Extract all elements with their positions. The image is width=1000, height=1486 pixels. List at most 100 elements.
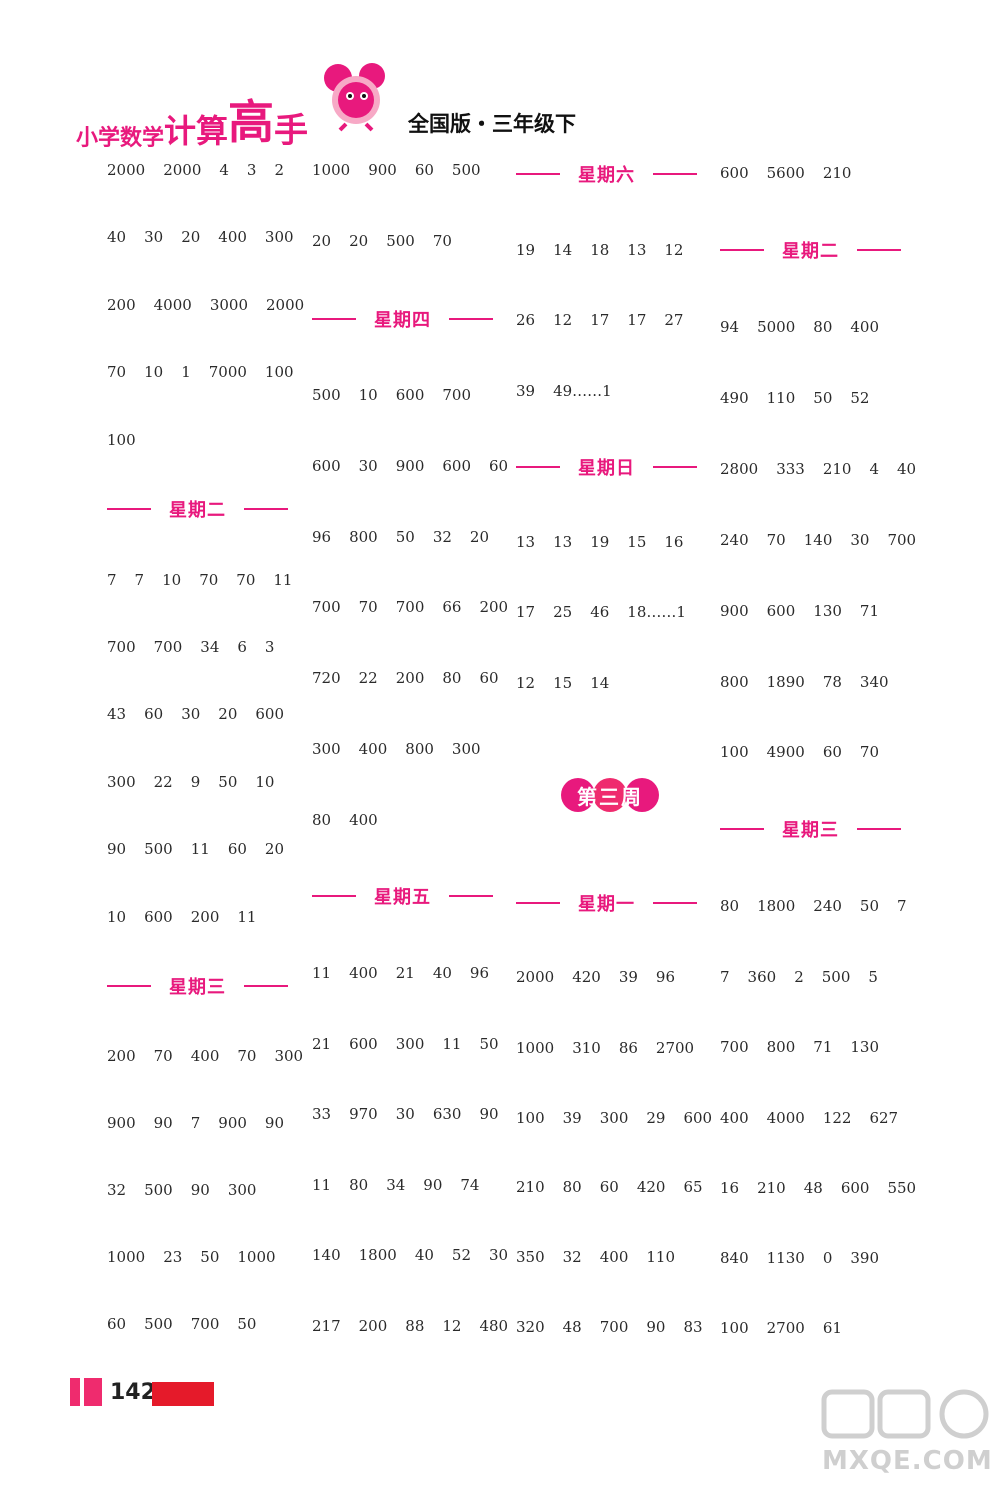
- answer-row: 900 600 130 71: [720, 602, 897, 620]
- answer-value: 5600: [766, 164, 805, 182]
- answer-value: 20: [218, 705, 238, 723]
- answer-value: 700: [107, 638, 136, 656]
- answer-row: 19 14 18 13 12: [516, 241, 701, 259]
- answer-value: 400: [358, 740, 388, 758]
- answer-value: 12: [553, 311, 573, 329]
- answer-value: 12: [664, 241, 684, 259]
- answer-value: 500: [144, 1315, 173, 1333]
- answer-value: 630: [432, 1105, 462, 1123]
- answer-value: 420: [636, 1178, 666, 1196]
- answer-value: 12: [516, 674, 536, 692]
- answer-value: 480: [479, 1317, 509, 1335]
- day-heading: 星期一: [516, 890, 697, 916]
- day-heading-label: 星期二: [782, 241, 839, 262]
- answer-value: 60: [479, 669, 499, 687]
- answer-value: 210: [822, 164, 852, 182]
- answer-value: 70: [199, 571, 219, 589]
- answer-row: 600 30 900 600 60: [312, 457, 526, 475]
- heading-rule-right: [857, 249, 901, 251]
- answer-value: 800: [720, 673, 749, 691]
- answer-value: 2: [274, 161, 285, 179]
- answer-value: 1890: [766, 673, 805, 691]
- answer-value: 600: [683, 1109, 713, 1127]
- answer-value: 333: [776, 460, 805, 478]
- day-heading: 星期六: [516, 161, 697, 187]
- answer-value: 34: [386, 1176, 406, 1194]
- day-heading: 星期日: [516, 454, 697, 480]
- answer-row: 26 12 17 17 27: [516, 311, 701, 329]
- heading-rule-left: [312, 895, 356, 897]
- answer-value: 52: [451, 1246, 472, 1264]
- answer-value: 210: [757, 1179, 786, 1197]
- day-heading: 星期三: [107, 973, 288, 999]
- answer-row: 90 500 11 60 20: [107, 840, 302, 858]
- answer-value: 19: [590, 533, 610, 551]
- answer-value: 71: [813, 1038, 833, 1056]
- answer-value: 2000: [107, 161, 146, 179]
- answer-value: 217: [312, 1317, 341, 1335]
- day-heading: 星期四: [312, 306, 493, 332]
- answer-value: 4900: [766, 743, 805, 761]
- answer-value: 70: [358, 598, 378, 616]
- answer-value: 50: [859, 897, 880, 915]
- answer-row: 700 700 34 6 3: [107, 638, 292, 656]
- answer-value: 78: [822, 673, 842, 691]
- answer-value: 96: [312, 528, 332, 546]
- heading-rule-left: [312, 318, 356, 320]
- answer-value: 100: [720, 1319, 749, 1337]
- answer-value: 61: [822, 1319, 842, 1337]
- answer-row: 7 360 2 500 5: [720, 968, 896, 986]
- answer-value: 110: [646, 1248, 676, 1266]
- answer-value: 34: [200, 638, 220, 656]
- answer-value: 66: [442, 598, 462, 616]
- answer-value: 1800: [358, 1246, 397, 1264]
- answer-value: 240: [720, 531, 749, 549]
- answer-value: 20: [264, 840, 285, 858]
- watermark: MXQE.COM: [818, 1386, 994, 1482]
- answer-value: 40: [432, 964, 452, 982]
- answer-value: 15: [553, 674, 573, 692]
- answer-value: 11: [237, 908, 257, 926]
- answer-value: 27: [664, 311, 684, 329]
- answer-row: 17 25 46 18……1: [516, 603, 704, 621]
- answer-value: 96: [469, 964, 490, 982]
- answer-value: 80: [813, 318, 833, 336]
- answer-value: 15: [627, 533, 647, 551]
- answer-value: 400: [190, 1047, 220, 1065]
- answer-value: 14: [553, 241, 573, 259]
- answer-value: 300: [312, 740, 341, 758]
- answer-value: 74: [460, 1176, 480, 1194]
- answer-value: 4: [869, 460, 880, 478]
- heading-rule-right: [653, 466, 697, 468]
- answer-row: 490 110 50 52: [720, 389, 887, 407]
- answer-value: 390: [850, 1249, 880, 1267]
- answer-value: 700: [720, 1038, 749, 1056]
- answer-value: 600: [255, 705, 285, 723]
- answer-value: 30: [181, 705, 201, 723]
- footer-bar-right: [152, 1382, 214, 1406]
- answer-value: 2000: [163, 161, 202, 179]
- answer-value: 900: [218, 1114, 247, 1132]
- answer-value: 12: [442, 1317, 462, 1335]
- answer-value: 30: [358, 457, 378, 475]
- answer-row: 720 22 200 80 60: [312, 669, 517, 687]
- answer-value: 7: [720, 968, 730, 986]
- answer-value: 130: [850, 1038, 880, 1056]
- answer-value: 60: [107, 1315, 127, 1333]
- answer-value: 900: [107, 1114, 136, 1132]
- heading-rule-right: [857, 828, 901, 830]
- answer-value: 2800: [720, 460, 759, 478]
- answer-value: 46: [590, 603, 610, 621]
- answer-value: 100: [720, 743, 749, 761]
- answer-value: 720: [312, 669, 341, 687]
- answer-value: 200: [358, 1317, 388, 1335]
- answer-value: 17: [590, 311, 610, 329]
- answer-row: 300 400 800 300: [312, 740, 499, 758]
- answer-value: 80: [442, 669, 462, 687]
- answer-value: 800: [349, 528, 378, 546]
- answer-value: 200: [190, 908, 220, 926]
- answer-row: 2800 333 210 4 40: [720, 460, 934, 478]
- answer-value: 19: [516, 241, 536, 259]
- answer-value: 7: [107, 571, 117, 589]
- answer-value: 22: [358, 669, 378, 687]
